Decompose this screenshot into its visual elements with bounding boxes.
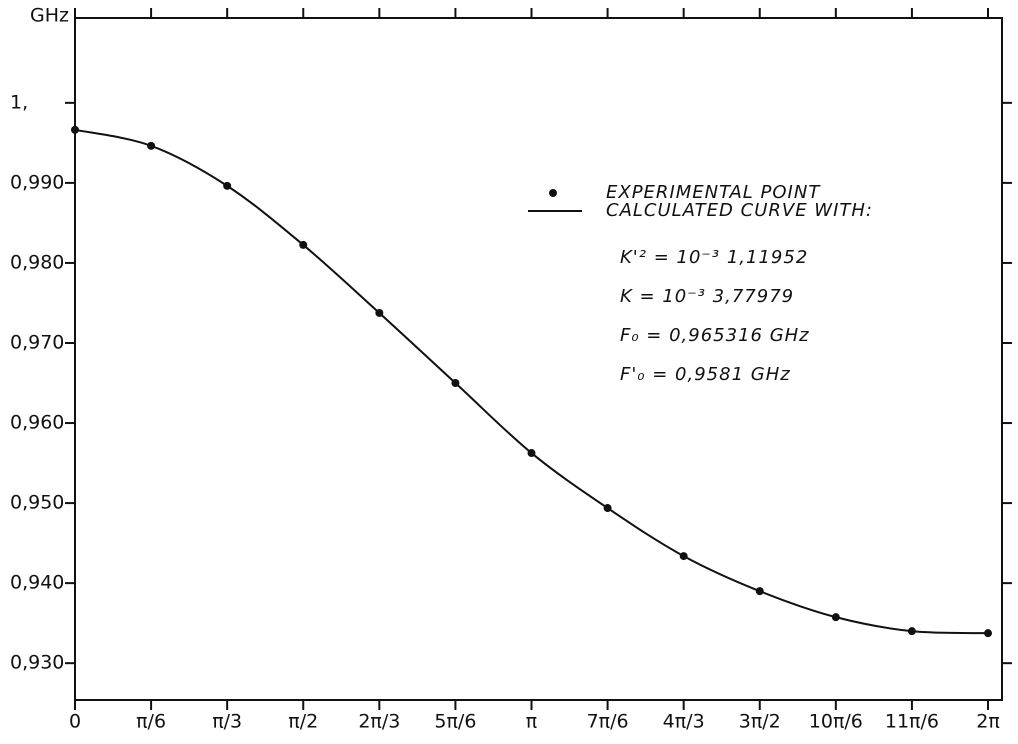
curve [74,128,989,635]
legend-label: EXPERIMENTAL POINT [606,182,821,203]
x-tick-label: 7π/6 [587,711,629,733]
x-tick-label: π/3 [212,711,242,733]
annotation: F'₀ = 0,9581 GHz [620,364,791,385]
x-tick-label: π/2 [288,711,318,733]
annotation: K'² = 10⁻³ 1,11952 [620,247,808,268]
x-tick-label: 4π/3 [663,711,705,733]
x-tick-label: 5π/6 [434,711,476,733]
y-tick-label: 0,990 [10,171,64,193]
y-tick-label: 0,930 [10,652,64,674]
x-tick-label: 10π/6 [809,711,863,733]
y-axis-label: GHz [30,5,69,27]
y-tick-label: 1, [10,91,28,113]
legend-marker [549,189,557,197]
legend-label: CALCULATED CURVE WITH: [606,200,873,221]
x-tick-label: 0 [69,711,81,733]
x-tick-label: π/6 [136,711,166,733]
y-tick-label: 0,940 [10,572,64,594]
plot-frame [74,17,1003,701]
y-tick-label: 0,980 [10,251,64,273]
y-tick-label: 0,960 [10,412,64,434]
x-tick-label: π [526,711,537,733]
x-tick-label: 3π/2 [739,711,781,733]
y-tick-label: 0,950 [10,492,64,514]
annotation: K = 10⁻³ 3,77979 [620,286,794,307]
annotation: F₀ = 0,965316 GHz [620,325,810,346]
x-tick-label: 2π/3 [358,711,400,733]
y-tick-label: 0,970 [10,331,64,353]
x-tick-label: 2π [976,711,1000,733]
x-tick-label: 11π/6 [885,711,939,733]
